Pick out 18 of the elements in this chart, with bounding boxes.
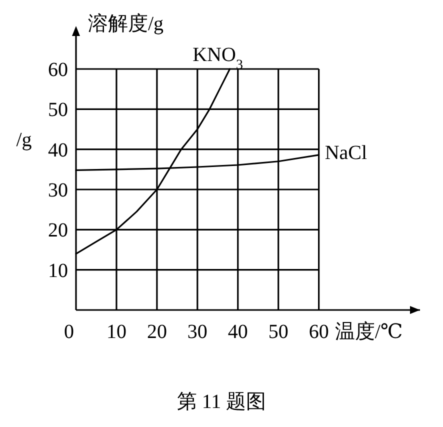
y-tick-label: 30 <box>48 180 68 202</box>
y-tick-label: 50 <box>48 99 68 122</box>
x-tick-label: 20 <box>146 321 167 343</box>
y-tick-label: 20 <box>48 220 68 242</box>
y-axis-title: 溶解度/g <box>88 13 164 35</box>
y-tick-label: 40 <box>48 139 68 162</box>
y-tick-label: 10 <box>48 260 68 282</box>
series-label: NaCl <box>324 142 368 164</box>
y-tick-label: 60 <box>48 59 68 81</box>
text: 第 11 题图 <box>176 391 266 413</box>
x-axis-title: 温度/℃ <box>334 321 403 343</box>
x-tick-label: 0 <box>64 321 74 343</box>
x-tick-label: 10 <box>106 321 126 343</box>
x-tick-label: 40 <box>228 321 248 343</box>
text: /g <box>16 129 32 151</box>
x-tick-label: 30 <box>187 321 208 343</box>
x-tick-label: 60 <box>308 321 329 343</box>
x-tick-label: 50 <box>268 321 288 343</box>
